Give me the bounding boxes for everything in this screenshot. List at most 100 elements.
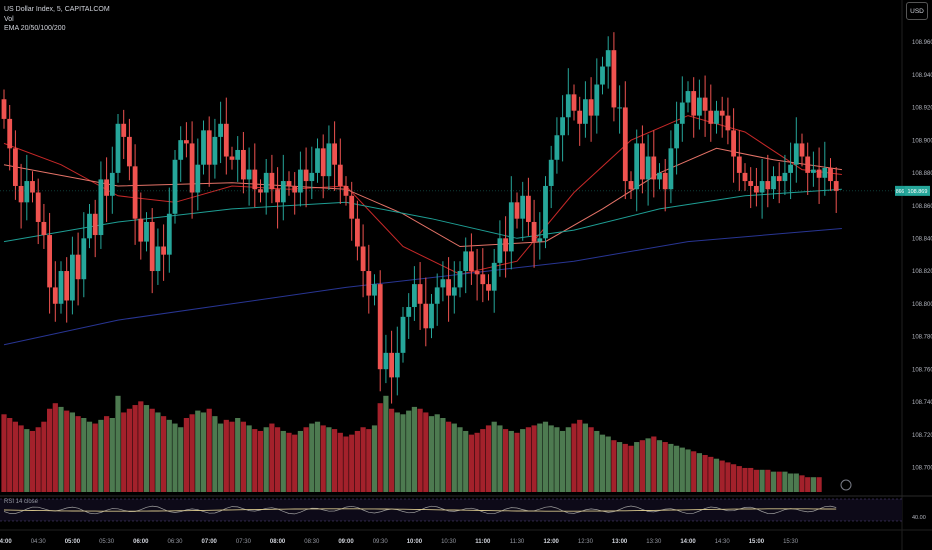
candle bbox=[657, 163, 662, 190]
candle bbox=[18, 163, 24, 229]
candle-body bbox=[577, 110, 583, 124]
candle bbox=[503, 216, 508, 278]
volume-bar bbox=[725, 462, 731, 492]
ema-indicator-label[interactable]: EMA 20/50/100/200 bbox=[4, 25, 66, 32]
price-tags: 866 108.869 bbox=[0, 185, 930, 491]
candle-body bbox=[286, 181, 292, 186]
candle-body bbox=[178, 140, 184, 160]
volume-bar bbox=[753, 469, 759, 492]
time-axis[interactable]: 04:00 04:30 05:00 05:30 06:00 06:30 07:00 07:30… bbox=[0, 529, 932, 545]
volume-bar bbox=[1, 414, 7, 492]
volume-bar bbox=[377, 403, 383, 492]
candle bbox=[241, 131, 246, 194]
candle-body bbox=[109, 172, 115, 196]
candle-body bbox=[1, 99, 7, 119]
volume-bar bbox=[702, 455, 708, 492]
x-tick-label: 15:00 bbox=[749, 539, 765, 545]
candle-body bbox=[298, 169, 303, 193]
candle bbox=[400, 307, 406, 363]
volume-bar bbox=[645, 438, 651, 492]
candle bbox=[24, 154, 30, 221]
volume-bar bbox=[542, 421, 549, 492]
candle bbox=[788, 142, 793, 200]
candle bbox=[662, 158, 668, 212]
volume-bar bbox=[554, 427, 560, 492]
price-axis[interactable]: 108.960 108.940 108.920 108.900 108.880 108.8… bbox=[901, 0, 932, 550]
volume-bar bbox=[514, 432, 520, 492]
volume-bar bbox=[805, 477, 811, 492]
candle-body bbox=[560, 117, 565, 136]
volume-bar bbox=[252, 429, 258, 492]
candle-body bbox=[320, 148, 326, 177]
candle-body bbox=[18, 185, 24, 203]
volume-bar bbox=[47, 408, 53, 492]
candle bbox=[754, 167, 759, 207]
candle bbox=[7, 104, 13, 171]
volume-bar bbox=[736, 466, 742, 492]
currency-button[interactable]: USD bbox=[906, 2, 928, 20]
volume-bar bbox=[788, 473, 794, 492]
volume-bar bbox=[246, 425, 252, 492]
volume-bar bbox=[218, 423, 224, 492]
candle-body bbox=[132, 166, 138, 219]
candle-body bbox=[349, 195, 355, 219]
chart-title[interactable]: US Dollar Index, 5, CAPITALCOM bbox=[4, 6, 110, 13]
volume-bar bbox=[491, 421, 497, 492]
candle-body bbox=[799, 143, 805, 157]
candle-body bbox=[337, 164, 343, 186]
candle bbox=[560, 95, 565, 162]
candle-body bbox=[793, 143, 799, 165]
x-tick-label: 08:30 bbox=[304, 539, 320, 545]
x-tick-label: 13:00 bbox=[612, 539, 628, 545]
candle-body bbox=[241, 149, 246, 180]
candle-body bbox=[491, 262, 497, 291]
volume-bar bbox=[411, 406, 417, 492]
candle bbox=[451, 261, 457, 314]
candle-body bbox=[497, 238, 503, 263]
volume-bar bbox=[434, 414, 440, 492]
candle bbox=[793, 117, 799, 183]
volume-bar bbox=[229, 421, 235, 492]
candle-body bbox=[600, 66, 605, 85]
x-tick-label: 06:30 bbox=[167, 539, 183, 545]
candle-body bbox=[611, 50, 617, 108]
candle bbox=[588, 77, 594, 142]
candles bbox=[1, 32, 839, 404]
candle bbox=[178, 126, 184, 182]
volume-bar bbox=[708, 456, 714, 492]
candle-body bbox=[47, 235, 52, 288]
candle-body bbox=[366, 271, 372, 296]
candle-body bbox=[184, 140, 189, 144]
y-tick-label: 108.840 bbox=[912, 237, 932, 243]
x-tick-label: 09:00 bbox=[338, 539, 354, 545]
candle bbox=[298, 151, 303, 207]
volume-bar bbox=[713, 458, 720, 492]
candle-body bbox=[833, 181, 839, 191]
candle-body bbox=[651, 156, 657, 180]
candle-body bbox=[87, 213, 92, 239]
candle-body bbox=[520, 195, 526, 219]
candle bbox=[52, 261, 58, 322]
candle-body bbox=[503, 238, 508, 252]
volume-bar bbox=[166, 419, 172, 492]
candle bbox=[349, 181, 355, 241]
volume-bar bbox=[656, 440, 663, 492]
y-tick-label: 108.860 bbox=[912, 204, 932, 210]
rsi-label[interactable]: RSI 14 close bbox=[4, 499, 39, 505]
volume-bar bbox=[138, 401, 144, 492]
candle-body bbox=[634, 143, 640, 190]
candle-body bbox=[816, 169, 822, 178]
candle-body bbox=[206, 130, 212, 165]
candle bbox=[548, 145, 554, 209]
candle bbox=[531, 199, 537, 268]
candle-body bbox=[457, 271, 463, 288]
volume-bar bbox=[816, 477, 822, 492]
volume-bar bbox=[508, 430, 514, 492]
volume-bar bbox=[337, 432, 343, 492]
candle-body bbox=[811, 169, 816, 173]
volume-bar bbox=[81, 418, 87, 492]
candle-body bbox=[360, 246, 366, 272]
candle-body bbox=[326, 143, 332, 177]
vol-indicator-label[interactable]: Vol bbox=[4, 15, 14, 23]
